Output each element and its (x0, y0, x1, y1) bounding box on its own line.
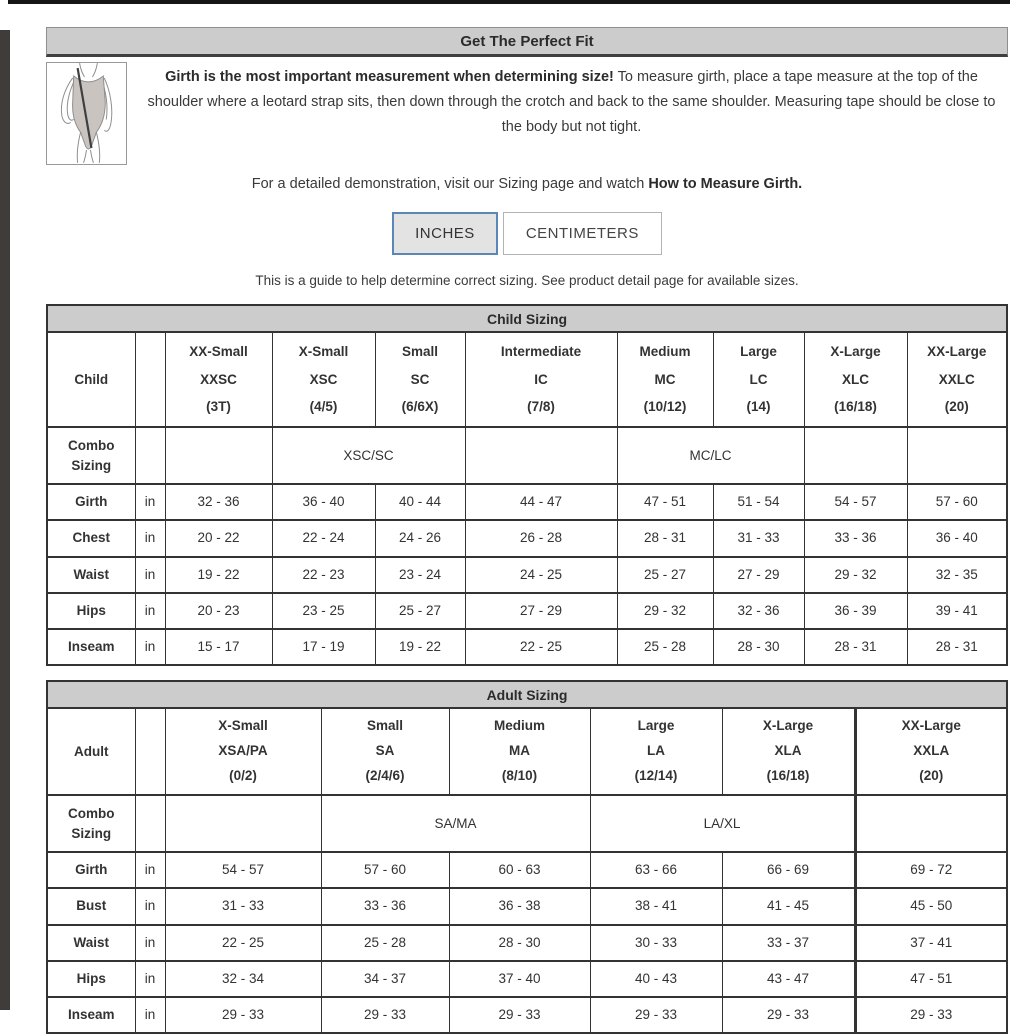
size-col-xlarge: X-Large XLC (16/18) (803, 330, 908, 429)
combo-empty-cell (853, 794, 1008, 854)
unit-cell: in (134, 851, 166, 890)
unit-cell: in (134, 887, 166, 926)
sizing-page: Get The Perfect Fit Gi (46, 27, 1009, 1034)
combo-mc-lc-cell: MC/LC (616, 426, 805, 486)
child-girth-row: Girth in 32 - 36 36 - 40 40 - 44 44 - 47… (46, 483, 1008, 522)
child-waist-row: Waist in 19 - 22 22 - 23 23 - 24 24 - 25… (46, 555, 1008, 594)
unit-cell: in (134, 519, 166, 558)
combo-empty-cell (134, 794, 166, 854)
unit-cell: in (134, 959, 166, 999)
adult-bust-row: Bust in 31 - 33 33 - 36 36 - 38 38 - 41 … (46, 887, 1008, 926)
size-col-small: Small SC (6/6X) (374, 330, 466, 429)
adult-size-header-row: Adult X-Small XSA/PA (0/2) Small SA (2/4… (46, 707, 1008, 797)
inches-button[interactable]: INCHES (392, 212, 498, 255)
size-col-intermediate: Intermediate IC (7/8) (464, 330, 618, 429)
size-col-large: Large LA (12/14) (589, 707, 723, 797)
child-sizing-table: Child Sizing Child XX-Small XXSC (3T) X-… (46, 304, 1009, 667)
adult-inseam-row: Inseam in 29 - 33 29 - 33 29 - 33 29 - 3… (46, 996, 1008, 1034)
girth-intro-bold: Girth is the most important measurement … (165, 69, 614, 85)
page-title: Get The Perfect Fit (46, 27, 1008, 57)
size-col-xxsmall: XX-Small XXSC (3T) (164, 330, 273, 429)
size-col-xxlarge: XX-Large XXLA (20) (853, 707, 1008, 797)
unit-cell: in (134, 483, 166, 522)
adult-row-group-label: Adult (46, 707, 136, 797)
child-combo-sizing-row: Combo Sizing XSC/SC MC/LC (46, 426, 1008, 486)
girth-measure-line (76, 67, 93, 149)
unit-header-cell (134, 330, 166, 429)
combo-empty-cell (906, 426, 1008, 486)
adult-sizing-table: Adult Sizing Adult X-Small XSA/PA (0/2) … (46, 680, 1009, 1034)
combo-xsc-sc-cell: XSC/SC (271, 426, 466, 486)
leotard-figure-icon (60, 63, 113, 164)
adult-combo-sizing-row: Combo Sizing SA/MA LA/XL (46, 794, 1008, 854)
girth-intro-text: Girth is the most important measurement … (127, 62, 1008, 166)
adult-waist-row: Waist in 22 - 25 25 - 28 28 - 30 30 - 33… (46, 923, 1008, 962)
unit-cell: in (134, 628, 166, 667)
combo-empty-cell (803, 426, 908, 486)
size-col-small: Small SA (2/4/6) (320, 707, 450, 797)
combo-empty-cell (164, 794, 322, 854)
combo-empty-cell (134, 426, 166, 486)
demo-text: For a detailed demonstration, visit our … (251, 176, 649, 192)
size-col-xsmall: X-Small XSC (4/5) (271, 330, 376, 429)
child-size-header-row: Child XX-Small XXSC (3T) X-Small XSC (4/… (46, 330, 1008, 429)
girth-intro-rest: To measure girth, place a tape measure a… (147, 69, 996, 135)
combo-sizing-label: Combo Sizing (46, 426, 136, 486)
adult-girth-row: Girth in 54 - 57 57 - 60 60 - 63 63 - 66… (46, 851, 1008, 890)
child-chest-row: Chest in 20 - 22 22 - 24 24 - 26 26 - 28… (46, 519, 1008, 558)
size-col-xsmall: X-Small XSA/PA (0/2) (164, 707, 322, 797)
unit-cell: in (134, 923, 166, 962)
page-left-rule (0, 30, 10, 1010)
child-table-title: Child Sizing (46, 304, 1008, 333)
adult-hips-row: Hips in 32 - 34 34 - 37 37 - 40 40 - 43 … (46, 959, 1008, 999)
sizing-guide-note: This is a guide to help determine correc… (255, 273, 799, 288)
girth-intro-section: Girth is the most important measurement … (46, 62, 1008, 166)
page-top-rule (8, 0, 1010, 4)
demo-bold: How to Measure Girth. (648, 176, 803, 192)
unit-cell: in (134, 591, 166, 631)
size-col-medium: Medium MC (10/12) (616, 330, 714, 429)
size-col-large: Large LC (14) (712, 330, 805, 429)
combo-sizing-label: Combo Sizing (46, 794, 136, 854)
demo-line: For a detailed demonstration, visit our … (46, 176, 1008, 192)
child-row-group-label: Child (46, 330, 136, 429)
centimeters-button[interactable]: CENTIMETERS (502, 212, 662, 255)
child-table-title-row: Child Sizing (46, 304, 1008, 333)
adult-table-title: Adult Sizing (46, 680, 1008, 710)
size-col-medium: Medium MA (8/10) (448, 707, 591, 797)
unit-toggle-group: INCHES CENTIMETERS (46, 212, 1008, 255)
combo-empty-cell (464, 426, 618, 486)
unit-cell: in (134, 996, 166, 1034)
adult-table-title-row: Adult Sizing (46, 680, 1008, 710)
unit-cell: in (134, 555, 166, 594)
combo-empty-cell (164, 426, 273, 486)
size-col-xlarge: X-Large XLA (16/18) (721, 707, 856, 797)
size-col-xxlarge: XX-Large XXLC (20) (906, 330, 1008, 429)
leotard-girth-illustration (46, 62, 127, 165)
combo-sa-ma-cell: SA/MA (320, 794, 591, 854)
combo-la-xl-cell: LA/XL (589, 794, 856, 854)
child-hips-row: Hips in 20 - 23 23 - 25 25 - 27 27 - 29 … (46, 591, 1008, 631)
unit-header-cell (134, 707, 166, 797)
child-inseam-row: Inseam in 15 - 17 17 - 19 19 - 22 22 - 2… (46, 628, 1008, 667)
